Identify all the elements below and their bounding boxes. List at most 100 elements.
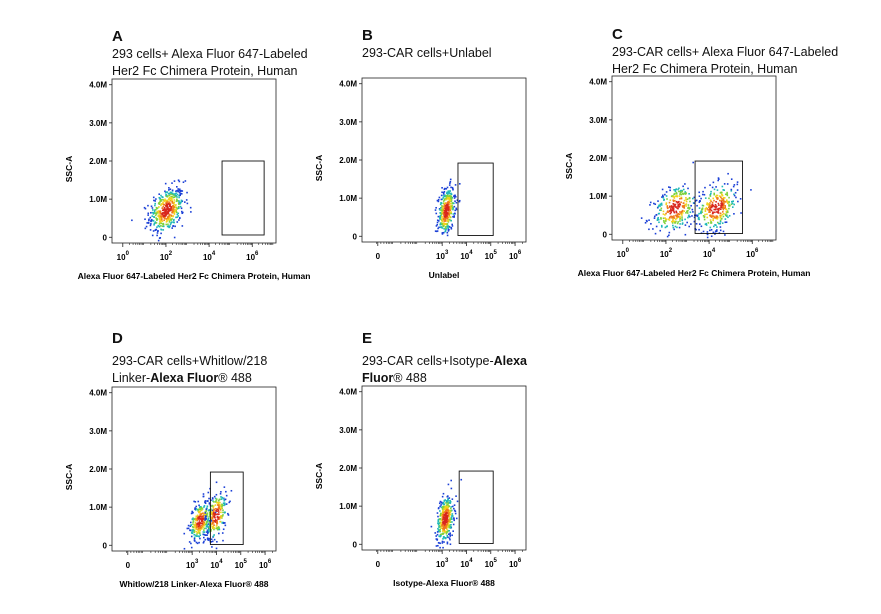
event-point <box>657 212 660 215</box>
event-point <box>189 525 192 528</box>
event-point <box>673 211 676 214</box>
gate-rectangle[interactable] <box>457 162 494 236</box>
gate-rectangle[interactable] <box>458 470 494 544</box>
y-axis-label: SSC-A <box>314 155 324 181</box>
event-point <box>210 530 212 532</box>
event-point <box>220 491 222 493</box>
event-point <box>444 227 447 229</box>
event-point <box>721 222 724 224</box>
event-point <box>446 520 448 522</box>
event-point <box>712 204 715 207</box>
event-point <box>181 225 184 227</box>
title-segment: Alexa Fluor <box>150 371 219 385</box>
event-point <box>701 211 704 213</box>
event-point <box>222 497 225 500</box>
event-point <box>199 529 201 532</box>
event-point <box>721 203 724 205</box>
event-point <box>444 229 447 231</box>
event-point <box>673 193 675 196</box>
event-point <box>724 234 726 236</box>
event-point <box>681 205 684 207</box>
event-point <box>197 510 200 512</box>
event-point <box>192 526 195 529</box>
event-point <box>437 527 439 530</box>
event-point <box>458 183 461 185</box>
event-point <box>679 211 681 213</box>
event-point <box>441 210 444 213</box>
event-point <box>173 194 175 197</box>
event-point <box>160 225 162 227</box>
event-point <box>172 215 174 218</box>
event-point <box>720 191 723 194</box>
event-point <box>436 199 439 202</box>
event-point <box>693 196 696 199</box>
event-point <box>447 216 449 219</box>
event-point <box>451 202 454 205</box>
event-point <box>453 215 456 217</box>
title-segment: 293-CAR cells+Whitlow/218 <box>112 354 268 368</box>
event-point <box>193 500 195 503</box>
event-point <box>173 236 176 239</box>
event-point <box>714 195 717 198</box>
event-point <box>186 527 189 530</box>
event-point <box>450 199 453 201</box>
event-point <box>175 204 177 206</box>
event-point <box>691 208 694 211</box>
event-point <box>201 520 203 522</box>
event-point <box>668 186 670 188</box>
event-point <box>218 503 220 506</box>
event-point <box>217 500 220 502</box>
event-point <box>681 190 684 193</box>
event-point <box>211 540 214 543</box>
event-point <box>698 201 701 203</box>
event-point <box>448 205 451 208</box>
event-point <box>714 203 717 206</box>
event-point <box>172 196 175 199</box>
event-point <box>446 217 449 220</box>
event-point <box>223 486 226 488</box>
event-point <box>665 191 668 193</box>
event-point <box>722 189 725 191</box>
event-point <box>214 518 217 521</box>
gate-rectangle[interactable] <box>694 160 744 234</box>
event-point <box>437 522 439 524</box>
event-point <box>452 187 454 190</box>
gate-rectangle[interactable] <box>209 471 244 545</box>
event-point <box>728 196 730 199</box>
y-tick-label: 0 <box>603 230 608 239</box>
event-point <box>438 208 441 210</box>
event-point <box>673 228 675 231</box>
event-point <box>448 211 450 214</box>
event-point <box>444 207 447 209</box>
event-point <box>214 516 216 519</box>
event-point <box>649 201 652 204</box>
event-point <box>441 530 444 532</box>
event-point <box>214 504 217 506</box>
event-point <box>176 186 178 188</box>
event-point <box>158 202 160 204</box>
event-point <box>716 211 718 213</box>
gate-rectangle[interactable] <box>221 160 265 236</box>
event-point <box>728 207 730 210</box>
x-tick-base: 10 <box>117 253 126 262</box>
event-point <box>180 199 183 202</box>
event-point <box>196 519 198 521</box>
event-point <box>717 208 720 210</box>
chart-title-line: Linker-Alexa Fluor® 488 <box>112 370 252 386</box>
event-point <box>670 211 672 214</box>
event-point <box>720 204 722 207</box>
event-point <box>713 192 716 195</box>
event-point <box>451 534 453 537</box>
event-point <box>440 206 442 209</box>
event-point <box>681 223 684 225</box>
event-point <box>449 532 451 535</box>
event-point <box>669 212 672 215</box>
event-point <box>175 190 177 193</box>
x-tick-exp: 5 <box>494 558 498 564</box>
event-point <box>437 520 440 523</box>
event-point <box>199 524 201 527</box>
event-point <box>454 512 457 515</box>
event-point <box>166 199 169 202</box>
event-point <box>453 517 455 519</box>
event-point <box>451 505 454 508</box>
